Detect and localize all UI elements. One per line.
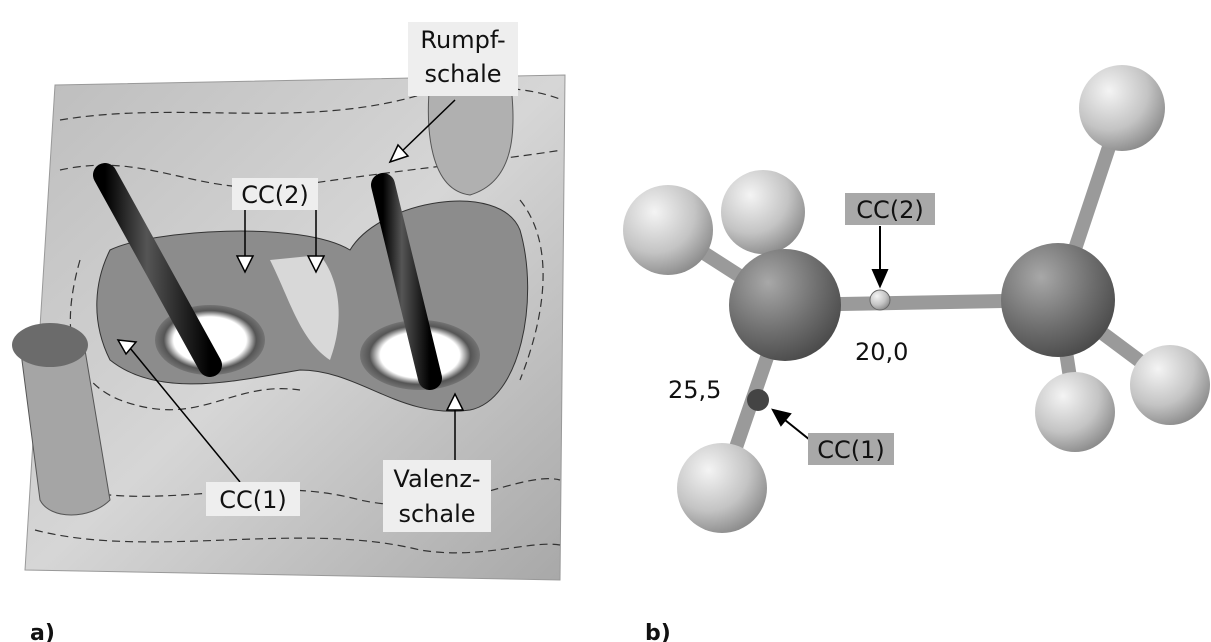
annotation: schale	[398, 500, 475, 528]
annotation: CC(2)	[241, 181, 309, 209]
annotation: schale	[424, 60, 501, 88]
panel-label: b)	[645, 621, 671, 642]
figure: Rumpf- schale CC(2) CC(1) Valenz- schale…	[0, 0, 1211, 642]
panel-label: a)	[30, 621, 55, 642]
annotation: CC(2)	[856, 196, 924, 224]
annotation: CC(1)	[817, 436, 885, 464]
annotation: Valenz-	[393, 465, 480, 493]
annotation: 20,0	[855, 338, 908, 366]
annotation: CC(1)	[219, 486, 287, 514]
annotation: 25,5	[668, 376, 721, 404]
molecule	[623, 65, 1210, 533]
annotation: Rumpf-	[420, 26, 505, 54]
